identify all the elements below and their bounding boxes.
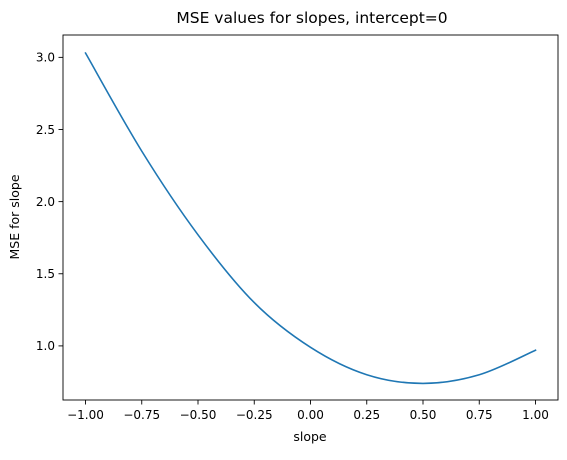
x-tick-label: 1.00 bbox=[522, 408, 549, 422]
series-line-0 bbox=[84, 51, 537, 385]
chart-title: MSE values for slopes, intercept=0 bbox=[176, 9, 447, 27]
y-tick-label: 2.5 bbox=[36, 123, 55, 137]
y-tick-label: 2.0 bbox=[36, 195, 55, 209]
y-axis-label: MSE for slope bbox=[7, 174, 22, 259]
x-tick-label: −0.25 bbox=[236, 408, 273, 422]
y-axis-ticks: 1.0 1.5 2.0 2.5 3.0 bbox=[36, 51, 63, 353]
x-tick-label: −0.75 bbox=[123, 408, 160, 422]
y-tick-label: 1.0 bbox=[36, 339, 55, 353]
x-tick-label: 0.25 bbox=[353, 408, 380, 422]
y-tick-label: 3.0 bbox=[36, 51, 55, 65]
x-tick-label: −0.50 bbox=[180, 408, 217, 422]
y-tick-label: 1.5 bbox=[36, 267, 55, 281]
x-tick-label: −1.00 bbox=[67, 408, 104, 422]
x-tick-label: 0.00 bbox=[297, 408, 324, 422]
x-axis-label: slope bbox=[293, 429, 327, 444]
x-axis-ticks: −1.00 −0.75 −0.50 −0.25 0.00 0.25 0.50 0.75 1.00 bbox=[67, 400, 549, 422]
x-tick-label: 0.50 bbox=[410, 408, 437, 422]
x-tick-label: 0.75 bbox=[466, 408, 493, 422]
